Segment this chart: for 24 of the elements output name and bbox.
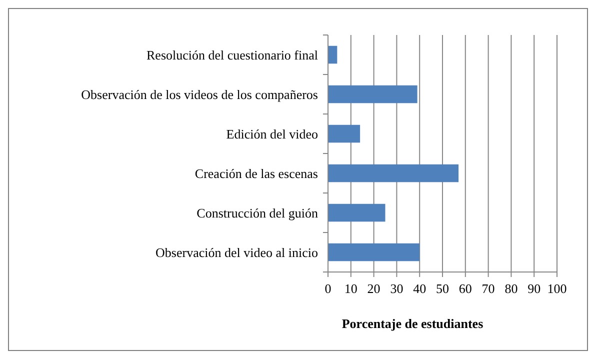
y-tick-label: Edición del video [226,126,318,142]
x-tick-label: 70 [482,281,495,296]
x-tick-label: 20 [367,281,380,296]
y-tick-label: Resolución del cuestionario final [146,47,318,62]
x-tick-label: 30 [390,281,404,296]
y-tick-label: Construcción del guión [196,205,318,220]
y-tick-label: Observación del video al inicio [156,244,318,260]
bar [328,85,418,104]
bar [328,243,420,262]
bar [328,46,338,64]
y-tick-label: Observación de los videos de los compañeros [81,86,318,102]
bar [328,164,459,182]
bar [328,124,360,143]
x-tick-label: 60 [458,281,472,296]
x-tick-label: 10 [344,281,358,296]
x-tick-label: 80 [504,281,518,296]
x-tick-label: 50 [436,281,449,296]
x-axis-title: Porcentaje de estudiantes [342,316,484,331]
bar [328,204,386,222]
x-tick-label: 40 [413,281,426,296]
x-tick-label: 100 [547,281,567,296]
x-tick-label: 0 [324,281,332,296]
y-tick-label: Creación de las escenas [194,166,318,181]
x-tick-label: 90 [528,281,541,296]
